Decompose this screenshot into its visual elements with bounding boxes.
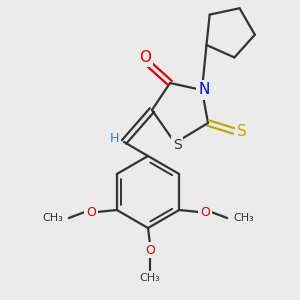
Text: O: O [200, 206, 210, 218]
Text: S: S [237, 124, 247, 139]
Text: CH₃: CH₃ [233, 213, 254, 223]
Text: O: O [86, 206, 96, 218]
Text: CH₃: CH₃ [140, 273, 160, 283]
Text: CH₃: CH₃ [42, 213, 63, 223]
Text: N: N [198, 82, 210, 98]
Text: O: O [145, 244, 155, 256]
Text: O: O [139, 50, 151, 64]
Text: H: H [109, 131, 119, 145]
Text: S: S [172, 138, 182, 152]
